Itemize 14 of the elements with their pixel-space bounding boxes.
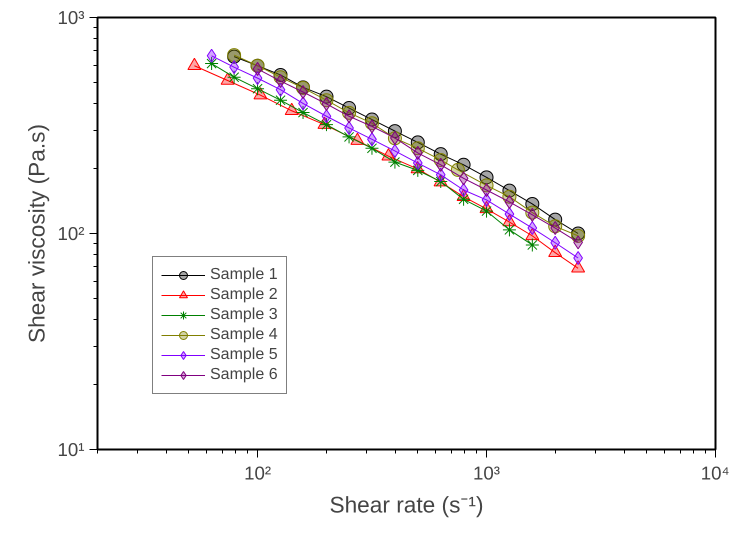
- y-tick-label: 10¹: [58, 439, 85, 460]
- x-tick-label: 10³: [473, 462, 500, 484]
- legend-label: Sample 4: [210, 326, 278, 344]
- legend-label: Sample 3: [210, 306, 278, 324]
- y-tick-label: 10²: [58, 223, 85, 244]
- x-tick-label: 10²: [244, 462, 272, 484]
- y-axis-title: Shear viscosity (Pa.s): [24, 124, 50, 344]
- legend-label: Sample 6: [210, 366, 278, 384]
- legend-label: Sample 5: [210, 346, 278, 364]
- legend-label: Sample 1: [210, 266, 278, 284]
- x-axis-title: Shear rate (s⁻¹): [329, 492, 484, 518]
- x-tick-label: 10⁴: [700, 462, 729, 484]
- legend-label: Sample 2: [210, 286, 278, 304]
- y-tick-label: 10³: [58, 7, 85, 28]
